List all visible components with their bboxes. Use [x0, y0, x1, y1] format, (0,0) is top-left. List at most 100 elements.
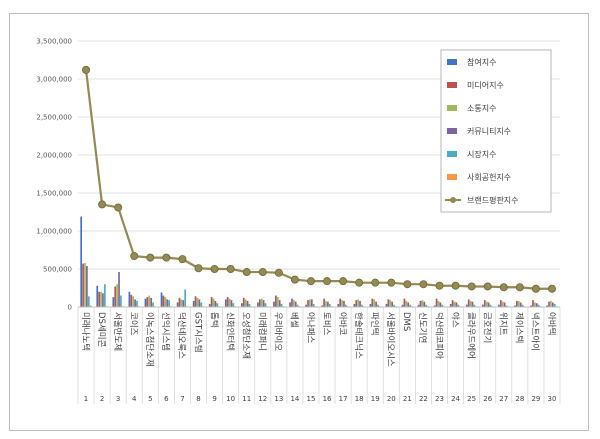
bar	[242, 297, 245, 307]
bar	[371, 298, 374, 307]
x-rank-label: 23	[435, 395, 444, 403]
x-rank-label: 9	[212, 395, 216, 403]
x-rank-label: 30	[548, 395, 557, 403]
bar	[501, 301, 504, 307]
legend-swatch	[447, 59, 457, 65]
x-rank-label: 3	[116, 395, 120, 403]
x-category-label: 신화인터텍	[224, 312, 235, 351]
line-point	[178, 255, 187, 264]
legend-box	[440, 49, 552, 213]
bar	[423, 301, 426, 307]
y-axis: 0 500,000 1,000,000 1,500,000 2,000,000 2,500…	[36, 38, 72, 312]
bar	[312, 303, 315, 307]
legend-label: 사회공헌지수	[467, 173, 511, 182]
line-point	[547, 284, 556, 293]
bar	[310, 299, 313, 307]
bar	[114, 286, 117, 307]
line-point	[258, 268, 267, 277]
bar	[361, 304, 363, 307]
bar	[130, 294, 133, 307]
x-category-label: 오성첨단소재	[241, 312, 252, 359]
line-point	[323, 277, 332, 286]
bar	[162, 295, 165, 307]
x-rank-label: 12	[258, 395, 267, 403]
bar	[407, 302, 410, 307]
x-axis: 미래나노텍 1 DS세미콘 2 서울반도체 3 코이즈 4 이녹스첨단소재 5 선익시스템 6 덕산네오…	[77, 306, 561, 404]
bar	[328, 303, 331, 307]
x-category-label: 미래컴퍼니	[257, 312, 268, 351]
bar	[100, 291, 102, 307]
bar	[132, 296, 135, 307]
legend-label: 커뮤니티지수	[467, 126, 511, 136]
bar	[387, 299, 390, 307]
y-tick-label: 1,000,000	[36, 228, 72, 236]
line-point	[531, 284, 540, 293]
x-rank-label: 26	[483, 395, 492, 403]
bar	[134, 299, 136, 307]
x-rank-label: 10	[226, 395, 235, 403]
line-point	[515, 283, 524, 292]
bar	[425, 304, 428, 307]
bar	[87, 296, 90, 307]
line-point	[130, 252, 139, 261]
bar	[118, 272, 120, 307]
bar	[116, 284, 118, 307]
bar	[146, 297, 149, 307]
bar	[214, 300, 217, 307]
x-rank-label: 5	[148, 395, 152, 403]
bar	[144, 298, 147, 307]
bar	[498, 304, 500, 307]
bar	[264, 303, 267, 307]
bar	[519, 302, 522, 307]
bar	[82, 263, 84, 307]
legend-label: 시장지수	[467, 149, 496, 159]
line-point	[467, 282, 476, 291]
x-rank-label: 13	[274, 395, 283, 403]
bar	[176, 302, 179, 307]
line-point	[499, 283, 508, 292]
x-rank-label: 20	[387, 395, 396, 403]
bar	[293, 300, 295, 307]
bar	[337, 303, 340, 307]
bar	[86, 265, 88, 307]
x-rank-label: 2	[100, 395, 104, 403]
bar	[216, 303, 219, 307]
bar	[136, 300, 138, 307]
x-rank-label: 29	[531, 395, 540, 403]
line-point	[114, 203, 123, 212]
x-category-label: 한솔테크닉스	[353, 312, 363, 359]
y-tick-label: 500,000	[43, 266, 72, 274]
bar	[194, 296, 197, 307]
line-point	[306, 277, 315, 286]
bar	[403, 298, 406, 307]
bar	[473, 304, 476, 307]
bar	[224, 299, 227, 307]
x-rank-label: 7	[180, 395, 184, 403]
x-rank-label: 15	[307, 395, 316, 403]
bar	[291, 298, 293, 307]
x-category-label: 클라우드에어	[465, 312, 476, 359]
line-point	[290, 275, 299, 284]
x-category-label: 우리바이오	[273, 312, 284, 351]
bar	[489, 304, 492, 307]
bar	[419, 300, 422, 307]
bar-series	[80, 216, 558, 307]
x-category-label: 아나패스	[305, 312, 316, 343]
bar	[294, 301, 297, 307]
bar	[377, 304, 379, 307]
legend-swatch	[447, 82, 457, 88]
bar	[499, 300, 502, 307]
bar	[357, 299, 359, 307]
x-category-label: 미래나노텍	[80, 312, 91, 351]
bar	[439, 302, 442, 307]
bar	[517, 300, 520, 307]
bar	[465, 304, 468, 307]
bar	[148, 295, 151, 307]
bar	[323, 298, 325, 307]
bar	[457, 304, 460, 307]
x-category-label: 코이즈	[128, 312, 139, 336]
x-category-label: 서울반도체	[112, 312, 123, 351]
x-category-label: 야스	[449, 312, 460, 328]
x-category-label: 서울바이오시스	[385, 312, 396, 367]
legend-label: 미디어지수	[467, 80, 504, 90]
